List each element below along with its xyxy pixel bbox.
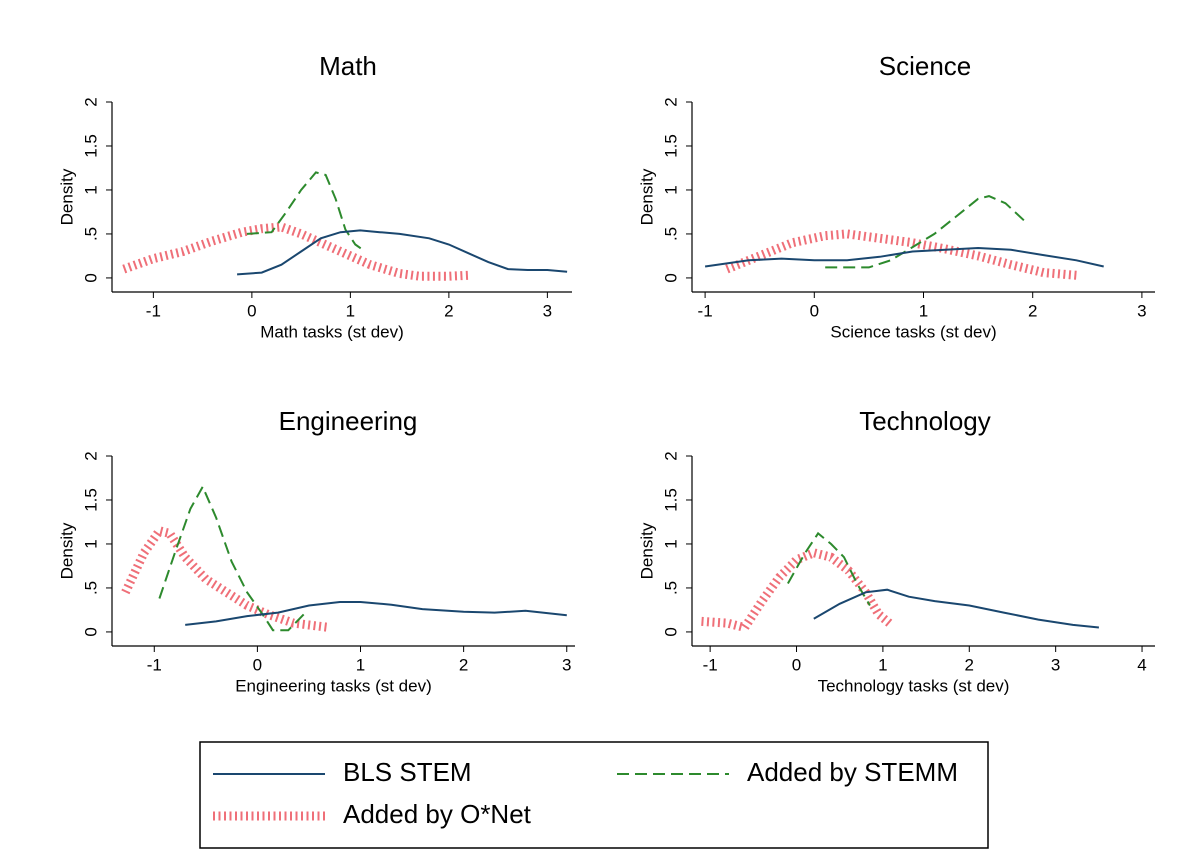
- y-tick-label: 1: [661, 185, 680, 194]
- x-axis-label: Engineering tasks (st dev): [235, 676, 432, 695]
- density-line: [704, 246, 1104, 268]
- y-tick-label: 2: [81, 97, 100, 106]
- y-tick-label: .5: [81, 581, 100, 595]
- y-tick-label: 1: [81, 539, 100, 548]
- y-tick-label: .5: [661, 581, 680, 595]
- x-tick-label: 1: [878, 655, 887, 674]
- x-tick-label: 3: [1051, 655, 1060, 674]
- x-tick-label: 1: [356, 655, 365, 674]
- y-tick-label: 1.5: [81, 488, 100, 512]
- y-tick-label: .5: [661, 227, 680, 241]
- panel-title: Science: [879, 51, 972, 81]
- x-tick-label: -1: [147, 655, 162, 674]
- density-line: [246, 171, 366, 253]
- y-tick-label: 0: [81, 273, 100, 282]
- x-axis-label: Technology tasks (st dev): [818, 676, 1010, 695]
- x-tick-label: 2: [965, 655, 974, 674]
- x-tick-label: 0: [253, 655, 262, 674]
- x-tick-label: 0: [247, 301, 256, 320]
- y-tick-label: 1.5: [661, 488, 680, 512]
- legend-label: BLS STEM: [343, 757, 472, 787]
- y-axis-label: Density: [637, 522, 656, 579]
- x-tick-label: 0: [810, 301, 819, 320]
- legend-box: [199, 741, 989, 849]
- y-axis-label: Density: [637, 168, 656, 225]
- x-tick-label: 2: [444, 301, 453, 320]
- y-tick-label: 0: [661, 273, 680, 282]
- x-tick-label: 1: [919, 301, 928, 320]
- x-tick-label: 1: [346, 301, 355, 320]
- y-axis-label: Density: [57, 168, 76, 225]
- y-axis-label: Density: [57, 522, 76, 579]
- y-tick-label: 1: [661, 539, 680, 548]
- x-tick-label: 3: [543, 301, 552, 320]
- density-line: [122, 222, 469, 281]
- panel-title: Technology: [859, 406, 991, 436]
- y-tick-label: 1: [81, 185, 100, 194]
- y-tick-label: 1.5: [661, 134, 680, 158]
- x-tick-label: 3: [562, 655, 571, 674]
- y-tick-label: 1.5: [81, 134, 100, 158]
- density-line: [185, 601, 567, 626]
- density-line: [825, 195, 1028, 269]
- density-line: [701, 548, 895, 633]
- y-tick-label: 2: [661, 451, 680, 460]
- density-line: [121, 525, 331, 632]
- x-tick-label: -1: [703, 655, 718, 674]
- x-tick-label: 0: [792, 655, 801, 674]
- x-tick-label: 2: [1028, 301, 1037, 320]
- x-tick-label: -1: [698, 301, 713, 320]
- y-tick-label: 2: [661, 97, 680, 106]
- y-tick-label: 2: [81, 451, 100, 460]
- panel-title: Engineering: [279, 406, 418, 436]
- density-line: [725, 229, 1077, 280]
- density-line: [813, 588, 1099, 629]
- density-line: [787, 531, 871, 607]
- x-tick-label: 2: [459, 655, 468, 674]
- x-tick-label: -1: [146, 301, 161, 320]
- density-line: [158, 484, 305, 632]
- y-tick-label: .5: [81, 227, 100, 241]
- panel-title: Math: [319, 51, 377, 81]
- x-axis-label: Math tasks (st dev): [260, 322, 404, 341]
- y-tick-label: 0: [661, 627, 680, 636]
- legend-label: Added by STEMM: [747, 757, 958, 787]
- x-tick-label: 4: [1137, 655, 1146, 674]
- legend-label: Added by O*Net: [343, 799, 532, 829]
- x-tick-label: 3: [1137, 301, 1146, 320]
- density-line: [237, 229, 568, 276]
- x-axis-label: Science tasks (st dev): [830, 322, 996, 341]
- y-tick-label: 0: [81, 627, 100, 636]
